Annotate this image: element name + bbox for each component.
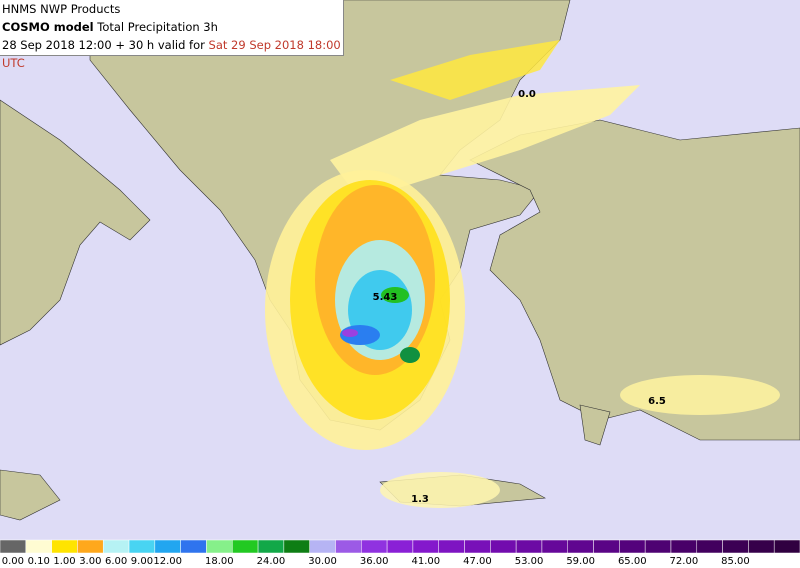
legend-swatch bbox=[696, 539, 723, 554]
legend-swatch bbox=[386, 539, 414, 554]
map-value-label: 0.0 bbox=[518, 89, 536, 100]
sicily bbox=[0, 469, 61, 521]
legend-label: 41.00 bbox=[411, 556, 440, 567]
legend-swatch bbox=[257, 539, 285, 554]
rhodes bbox=[579, 404, 611, 446]
legend: 0.00 0.10 1.00 3.00 6.00 9.00 12.00 18.00 24.00 3… bbox=[0, 539, 800, 568]
legend-swatch bbox=[490, 539, 517, 554]
legend-swatch bbox=[515, 539, 543, 554]
legend-swatch bbox=[670, 539, 698, 554]
legend-swatch bbox=[361, 539, 388, 554]
legend-label: 1.00 bbox=[53, 556, 75, 567]
legend-label: 72.00 bbox=[670, 556, 699, 567]
legend-label: 12.00 bbox=[153, 556, 182, 567]
legend-swatch bbox=[128, 539, 156, 554]
legend-swatch bbox=[335, 539, 362, 554]
italy bbox=[0, 99, 151, 346]
header-model: COSMO model bbox=[2, 20, 94, 34]
header-run: 28 Sep 2018 12:00 + 30 h valid for bbox=[2, 38, 205, 52]
legend-swatch bbox=[206, 539, 233, 554]
legend-label: 53.00 bbox=[515, 556, 544, 567]
legend-label: 59.00 bbox=[566, 556, 595, 567]
legend-swatch bbox=[102, 539, 130, 554]
legend-swatch bbox=[464, 539, 491, 554]
legend-label: 9.00 bbox=[131, 556, 153, 567]
map-value-label: 6.5 bbox=[648, 396, 666, 407]
map-value-label: 5.43 bbox=[373, 292, 398, 303]
precipitation bbox=[265, 40, 780, 508]
legend-swatch bbox=[0, 539, 27, 554]
legend-label: 6.00 bbox=[105, 556, 127, 567]
legend-label: 3.00 bbox=[79, 556, 101, 567]
legend-label: 85.00 bbox=[721, 556, 750, 567]
legend-label: 36.00 bbox=[360, 556, 389, 567]
header-valid: Sat 29 Sep 2018 18:00 UTC bbox=[2, 38, 341, 70]
legend-swatch bbox=[438, 539, 465, 554]
header-org: HNMS NWP Products bbox=[2, 2, 121, 16]
legend-label: 30.00 bbox=[308, 556, 337, 567]
precip-area bbox=[342, 329, 358, 337]
legend-swatch bbox=[722, 539, 749, 554]
legend-swatch bbox=[232, 539, 259, 554]
legend-swatch bbox=[77, 539, 104, 554]
legend-swatch bbox=[309, 539, 336, 554]
precip-area bbox=[400, 347, 420, 363]
precip-band bbox=[330, 85, 640, 200]
precip-area bbox=[381, 287, 409, 303]
legend-swatch bbox=[283, 539, 310, 554]
legend-label: 0.00 bbox=[2, 556, 24, 567]
legend-swatch bbox=[644, 539, 672, 554]
precip-area bbox=[620, 375, 780, 415]
legend-swatch bbox=[748, 539, 775, 554]
header: HNMS NWP Products COSMO model Total Prec… bbox=[0, 0, 344, 70]
legend-label: 18.00 bbox=[205, 556, 234, 567]
legend-swatch bbox=[541, 539, 568, 554]
header-line: COSMO model Total Precipitation 3h bbox=[2, 18, 343, 36]
legend-swatch bbox=[412, 539, 439, 554]
map-labels: 0.0 5.43 6.5 1.3 bbox=[373, 89, 666, 505]
legend-swatch bbox=[593, 539, 620, 554]
legend-swatch bbox=[180, 539, 207, 554]
legend-swatch bbox=[619, 539, 646, 554]
precip-band bbox=[390, 40, 560, 100]
header-product: Total Precipitation 3h bbox=[97, 20, 218, 34]
precip-area bbox=[380, 472, 500, 508]
legend-label: 47.00 bbox=[463, 556, 492, 567]
legend-label: 24.00 bbox=[257, 556, 286, 567]
header-line: HNMS NWP Products bbox=[2, 0, 343, 18]
map-value-label: 1.3 bbox=[411, 494, 429, 505]
legend-label: 65.00 bbox=[618, 556, 647, 567]
legend-swatch bbox=[25, 539, 52, 554]
legend-swatch bbox=[51, 539, 78, 554]
legend-swatch bbox=[154, 539, 181, 554]
legend-swatch bbox=[773, 539, 800, 554]
legend-label: 0.10 bbox=[28, 556, 50, 567]
header-line: 28 Sep 2018 12:00 + 30 h valid for Sat 2… bbox=[2, 36, 343, 72]
legend-swatch bbox=[567, 539, 594, 554]
